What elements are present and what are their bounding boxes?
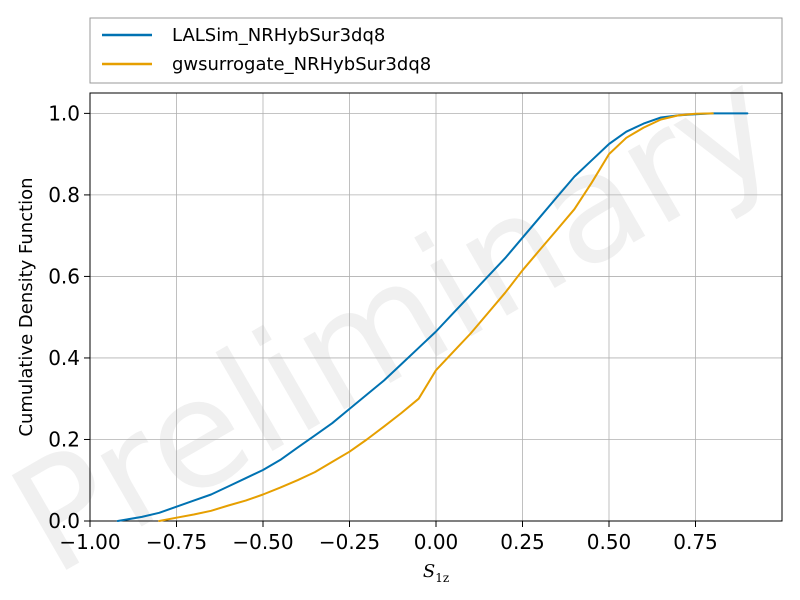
x-axis-ticks: −1.00 −0.75 −0.50 −0.25 0.00 0.25 0.50 0.75 — [59, 521, 718, 554]
x-tick-label: 0.75 — [673, 530, 718, 554]
y-tick-label: 0.2 — [48, 427, 80, 451]
x-tick-label: −0.25 — [319, 530, 380, 554]
legend-label: gwsurrogate_NRHybSur3dq8 — [172, 54, 431, 75]
series-line-lalsim — [116, 112, 749, 522]
y-tick-label: 0.0 — [48, 509, 80, 533]
x-tick-label: 0.00 — [414, 530, 459, 554]
series-line-gwsurrogate — [158, 112, 714, 522]
y-tick-label: 1.0 — [48, 101, 80, 125]
x-tick-label: −0.50 — [232, 530, 293, 554]
y-tick-label: 0.4 — [48, 346, 80, 370]
y-tick-label: 0.8 — [48, 183, 80, 207]
y-axis-ticks: 0.0 0.2 0.4 0.6 0.8 1.0 — [48, 101, 90, 533]
legend: LALSim_NRHybSur3dq8 gwsurrogate_NRHybSur3… — [89, 17, 783, 84]
legend-frame — [89, 17, 783, 84]
legend-label: LALSim_NRHybSur3dq8 — [172, 25, 385, 46]
x-tick-label: −0.75 — [146, 530, 207, 554]
x-axis-label: S1z — [423, 561, 449, 585]
y-tick-label: 0.6 — [48, 264, 80, 288]
series-layer — [116, 112, 749, 522]
grid-lines — [89, 93, 782, 522]
x-tick-label: 0.25 — [500, 530, 545, 554]
y-axis-label: Cumulative Density Function — [16, 177, 37, 436]
preliminary-watermark: Preliminary — [0, 34, 800, 600]
x-tick-label: 0.50 — [587, 530, 632, 554]
x-tick-label: −1.00 — [59, 530, 120, 554]
